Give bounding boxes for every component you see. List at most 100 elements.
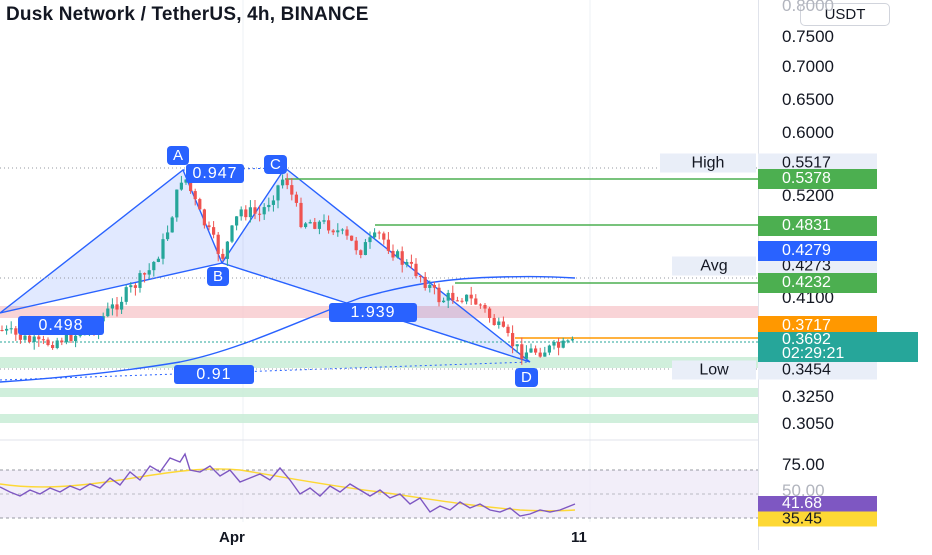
candle-body [184, 179, 188, 183]
high-value: 0.5517 [758, 153, 877, 173]
candle-body [465, 294, 469, 302]
pattern-bcd [220, 166, 531, 363]
candle-body [9, 328, 13, 330]
candle-body [396, 251, 400, 258]
low-label: Low [672, 360, 756, 380]
candle-body [193, 191, 197, 200]
candle-body [32, 336, 36, 342]
candle-body [221, 253, 225, 259]
candle-body [129, 285, 133, 288]
candles-group [0, 173, 574, 365]
price-tick: 0.3050 [782, 414, 834, 433]
candle-body [124, 287, 128, 302]
price-tag-green: 0.4232 [758, 273, 877, 293]
rsi-ma-tag: 35.45 [758, 511, 877, 527]
candle-body [161, 239, 165, 259]
candle-body [225, 241, 229, 259]
candle-body [557, 341, 561, 348]
candle-body [170, 217, 174, 233]
currency-button[interactable]: USDT [800, 3, 890, 26]
candle-body [14, 328, 18, 335]
candle-body [437, 287, 441, 303]
candle-body [538, 352, 542, 357]
candle-body [304, 223, 308, 228]
chart-canvas[interactable] [0, 0, 758, 550]
last-price-value: 0.3692 [782, 331, 831, 348]
pattern-point-c: C [264, 155, 287, 174]
candle-body [377, 232, 381, 234]
candle-body [460, 300, 464, 302]
candle-body [483, 304, 487, 309]
candle-body [400, 251, 404, 265]
candle-body [423, 276, 427, 288]
candle-body [28, 335, 32, 342]
candle-body [529, 348, 533, 353]
candle-body [474, 298, 478, 305]
bar-countdown: 02:29:21 [782, 345, 845, 362]
candle-body [244, 209, 248, 218]
rsi-tick: 75.00 [782, 455, 825, 474]
candle-body [455, 300, 459, 302]
candle-body [74, 335, 78, 342]
chart-area[interactable]: Dusk Network / TetherUS, 4h, BINANCE A B… [0, 0, 758, 550]
price-tag-orange: 0.3717 [758, 316, 877, 336]
pattern-point-b: B [207, 267, 230, 286]
candle-body [60, 340, 64, 343]
candle-body [368, 237, 372, 243]
candle-body [428, 284, 432, 288]
candle-body [501, 321, 505, 327]
candle-body [212, 227, 216, 235]
candle-body [189, 179, 193, 192]
price-tag-green: 0.5378 [758, 169, 877, 189]
candle-body [248, 207, 252, 218]
candle-body [322, 220, 326, 222]
support-zone [0, 357, 758, 368]
candle-body [442, 300, 446, 303]
candle-body [451, 292, 455, 301]
candle-body [216, 234, 220, 254]
pattern-point-a: A [167, 146, 190, 165]
low-value: 0.3454 [758, 360, 877, 380]
candle-body [281, 179, 285, 186]
candle-body [271, 200, 275, 205]
candle-body [51, 345, 55, 349]
candle-body [235, 216, 239, 226]
candle-body [55, 340, 59, 349]
ratio-bcd: 1.939 [329, 303, 417, 322]
candle-body [239, 209, 243, 217]
price-tick: 0.3250 [782, 387, 834, 406]
candle-body [547, 345, 551, 353]
candle-body [115, 304, 119, 310]
candle-body [120, 301, 124, 310]
candle-body [175, 189, 179, 218]
candle-body [37, 336, 41, 340]
candle-body [345, 229, 349, 236]
ratio-xab: 0.498 [18, 316, 104, 335]
candle-body [207, 225, 211, 228]
candle-body [313, 222, 317, 229]
candle-body [524, 352, 528, 359]
candle-body [373, 232, 377, 238]
candle-body [23, 335, 27, 340]
x-label-apr: Apr [219, 529, 245, 546]
candle-body [386, 239, 390, 251]
moving-average [0, 275, 576, 383]
candle-body [331, 230, 335, 233]
candle-body [0, 330, 4, 331]
support-zone [0, 388, 758, 397]
candle-body [166, 232, 170, 240]
candle-body [419, 276, 423, 278]
price-tick: 0.8000 [782, 0, 834, 15]
candle-body [138, 273, 142, 288]
candle-body [106, 308, 110, 317]
x-label-11: 11 [571, 529, 587, 546]
candle-body [294, 194, 298, 203]
candle-body [69, 331, 73, 342]
candle-body [143, 273, 147, 275]
candle-body [511, 333, 515, 347]
candle-body [46, 339, 50, 346]
price-tag-green: 0.4831 [758, 216, 877, 236]
candle-body [18, 334, 22, 340]
rsi-tag: 41.68 [758, 496, 877, 512]
candle-body [405, 261, 409, 265]
